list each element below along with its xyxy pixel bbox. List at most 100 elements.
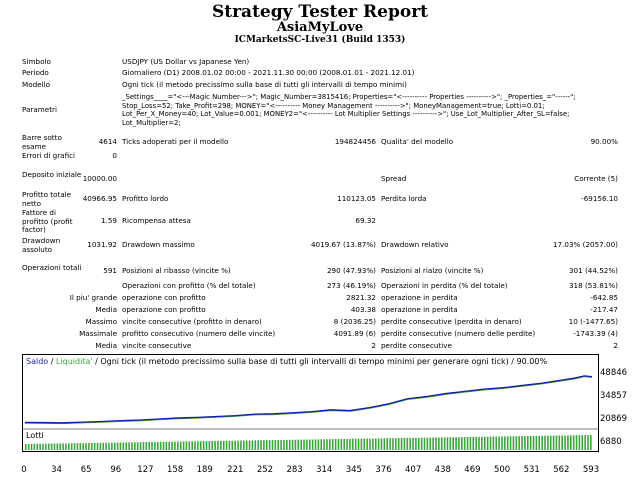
lots-bar	[346, 438, 348, 450]
lots-bar	[340, 438, 343, 450]
lots-bar	[461, 437, 463, 450]
lots-bar	[179, 441, 182, 450]
profit-factor-value: 1.59	[100, 216, 117, 225]
lots-bar	[96, 442, 99, 450]
lots-bar	[521, 436, 523, 450]
legend-sep: /	[48, 357, 56, 366]
gross-loss-label: Perdita lorda	[381, 194, 427, 203]
lots-bar	[174, 441, 176, 450]
lots-bar	[535, 435, 538, 450]
period-value: Giornaliero (D1) 2008.01.02 00:00 - 2021…	[122, 68, 415, 77]
lots-bar	[280, 439, 282, 450]
lots-bar	[475, 436, 477, 450]
abs-drawdown-label: Drawdown assoluto	[22, 236, 61, 254]
lots-bar	[587, 435, 589, 450]
lots-bar	[222, 440, 225, 450]
net-profit-label: Profitto totale netto	[22, 190, 72, 208]
max-consec-wins-value: 8 (2036.25)	[333, 317, 376, 326]
server-build: ICMarketsSC-Live31 (Build 1353)	[234, 35, 406, 45]
lots-bar	[374, 438, 377, 450]
lots-bar	[383, 438, 386, 450]
lots-bar	[432, 437, 434, 450]
lots-bar	[154, 441, 156, 450]
short-positions-label: Posizioni al ribasso (vincite %)	[122, 266, 231, 275]
lots-bar	[277, 439, 280, 450]
lots-bar	[446, 437, 449, 450]
lots-bar	[50, 443, 53, 450]
lots-bar	[220, 440, 222, 450]
lots-bar	[93, 442, 96, 450]
lots-bar	[202, 441, 205, 450]
lots-bar	[578, 435, 581, 450]
lots-label: Lotti	[26, 431, 44, 440]
x-tick-label: 593	[582, 465, 600, 475]
lots-bar	[102, 442, 105, 450]
report-title: Strategy Tester Report	[211, 2, 429, 22]
balance-chart: Saldo / Liquidita' / Ogni tick (il metod…	[22, 354, 599, 452]
lots-bar	[136, 442, 139, 450]
lots-bar	[286, 439, 288, 450]
y-axis-labels: 48846 34857 20869 6880	[600, 354, 640, 450]
lots-bar	[311, 439, 314, 450]
lots-bar	[435, 437, 437, 450]
lots-bar	[549, 435, 552, 450]
lots-bar	[512, 436, 515, 450]
x-tick-label: 252	[256, 465, 274, 475]
quality-value: 90.00%	[590, 137, 618, 146]
chart-errors-label: Errori di grafici	[22, 151, 76, 160]
lots-bar	[205, 441, 208, 450]
lots-bar	[357, 438, 360, 450]
lots-bar	[541, 435, 543, 450]
x-tick-label: 0	[21, 465, 27, 475]
lots-bar	[243, 440, 245, 450]
lots-bar	[139, 442, 142, 450]
lots-bar	[151, 441, 153, 450]
avg-consec-wins-value: 2	[371, 341, 376, 350]
avg-consec-losses-value: 2	[613, 341, 618, 350]
lots-bar	[131, 442, 133, 450]
x-tick-label: 345	[345, 465, 362, 475]
lots-bar	[409, 437, 411, 450]
lots-bar	[458, 437, 460, 450]
lots-bar	[469, 436, 472, 450]
avg-consec-wins-label: vincite consecutive	[122, 341, 192, 350]
bars-value: 4614	[98, 137, 117, 146]
lots-bar	[134, 442, 136, 450]
y-tick-label: 34857	[600, 391, 628, 401]
lots-bar	[386, 438, 389, 450]
lots-bar	[119, 442, 122, 450]
lots-bar	[489, 436, 492, 450]
lots-bar	[524, 436, 526, 450]
loss-trades-label: Operazioni in perdita (% del totale)	[381, 281, 508, 290]
lots-bar	[194, 441, 196, 450]
lots-bar	[306, 439, 308, 450]
avg-consec-losses-label: perdite consecutive	[381, 341, 452, 350]
lots-bar	[558, 435, 561, 450]
max-consec-wins-label: vincite consecutive (profitto in denaro)	[122, 317, 262, 326]
lots-bar	[47, 443, 50, 450]
x-tick-label: 562	[553, 465, 570, 475]
bars-label: Barre sotto esame	[22, 133, 62, 151]
lots-bar	[380, 438, 383, 450]
lots-bar	[415, 437, 417, 450]
lots-bar	[68, 443, 70, 450]
lots-bar	[214, 440, 216, 450]
lots-bar	[463, 437, 466, 450]
total-trades-label: Operazioni totali	[22, 263, 82, 272]
model-value: Ogni tick (il metodo precissimo sulla ba…	[122, 80, 407, 89]
lots-bar	[62, 443, 64, 450]
x-tick-label: 221	[227, 465, 244, 475]
parameters-label: Parametri	[22, 105, 57, 114]
max-consec-losses-label: perdite consecutive (perdita in denaro)	[381, 317, 522, 326]
lots-bar	[403, 437, 406, 450]
lots-bar	[532, 435, 535, 450]
loss-trades-value: 318 (53.81%)	[568, 281, 618, 290]
lots-bar	[481, 436, 483, 450]
lots-bar	[288, 439, 291, 450]
lots-bar	[228, 440, 231, 450]
maximum-label: Massimo	[85, 317, 118, 326]
lots-bar	[245, 440, 248, 450]
lots-bar	[265, 440, 268, 450]
lots-bar	[105, 442, 107, 450]
balance-chart-svg	[23, 375, 598, 450]
